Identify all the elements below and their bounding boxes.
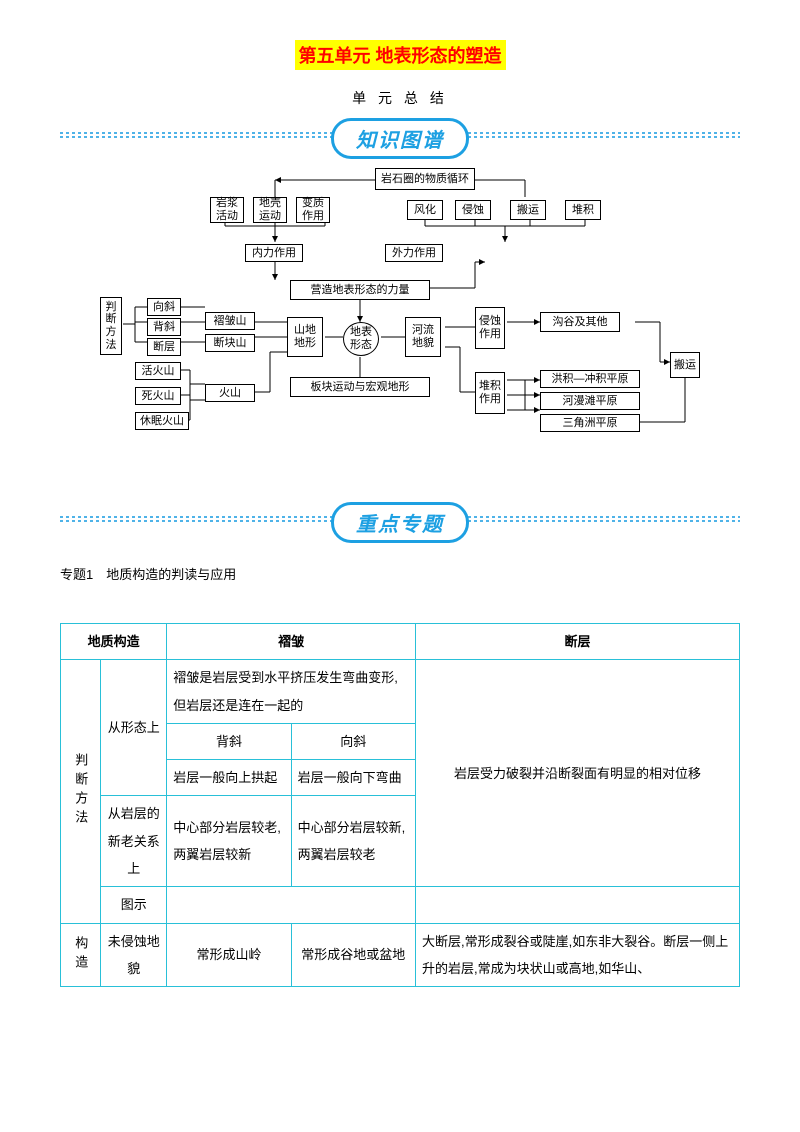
node-earth: 地表形态 xyxy=(343,322,379,356)
cell-morphology: 从形态上 xyxy=(101,660,167,796)
cell-anticline-landform: 常形成山岭 xyxy=(167,923,291,987)
cell-anticline: 背斜 xyxy=(167,723,291,759)
knowledge-flowchart: 岩石圈的物质循环 岩浆活动 地壳运动 变质作用 风化 侵蚀 搬运 堆积 内力作用… xyxy=(95,162,705,492)
node-crust: 地壳运动 xyxy=(253,197,287,223)
node-center: 营造地表形态的力量 xyxy=(290,280,430,300)
cell-diagram-fault xyxy=(415,887,739,923)
node-erode: 侵蚀 xyxy=(455,200,491,220)
node-syncline: 背斜 xyxy=(147,318,181,336)
node-plain3: 三角洲平原 xyxy=(540,414,640,432)
node-dormant-volcano: 休眠火山 xyxy=(135,412,189,430)
node-meta: 变质作用 xyxy=(296,197,330,223)
th-fault: 断层 xyxy=(415,624,739,660)
node-pile: 堆积 xyxy=(565,200,601,220)
node-volcano: 火山 xyxy=(205,384,255,402)
cell-anticline-age: 中心部分岩层较老,两翼岩层较新 xyxy=(167,796,291,887)
banner-knowledge-map: 知识图谱 xyxy=(60,116,740,152)
node-fold-mtn: 褶皱山 xyxy=(205,312,255,330)
node-active-volcano: 活火山 xyxy=(135,362,181,380)
rowgroup-method: 判断方法 xyxy=(61,660,101,923)
cell-syncline-shape: 岩层一般向下弯曲 xyxy=(291,760,415,796)
node-carry: 搬运 xyxy=(510,200,546,220)
unit-title: 第五单元 地表形态的塑造 xyxy=(295,40,506,70)
th-fold: 褶皱 xyxy=(167,624,416,660)
node-plain2: 河漫滩平原 xyxy=(540,392,640,410)
geology-structure-table: 地质构造 褶皱 断层 判断方法 从形态上 褶皱是岩层受到水平挤压发生弯曲变形,但… xyxy=(60,623,740,987)
node-erosion-action: 侵蚀作用 xyxy=(475,307,505,349)
node-top: 岩石圈的物质循环 xyxy=(375,168,475,190)
node-method: 判断方法 xyxy=(100,297,122,355)
node-anticline: 向斜 xyxy=(147,298,181,316)
node-transport: 搬运 xyxy=(670,352,700,378)
rowgroup-structure: 构造 xyxy=(61,923,101,987)
cell-fault-desc: 岩层受力破裂并沿断裂面有明显的相对位移 xyxy=(415,660,739,887)
node-river: 河流地貌 xyxy=(405,317,441,357)
node-weather: 风化 xyxy=(407,200,443,220)
banner-label: 知识图谱 xyxy=(331,118,469,159)
cell-uneroded: 未侵蚀地貌 xyxy=(101,923,167,987)
cell-syncline-age: 中心部分岩层较新,两翼岩层较老 xyxy=(291,796,415,887)
topic-1-heading: 专题1 地质构造的判读与应用 xyxy=(60,564,740,583)
cell-diagram-label: 图示 xyxy=(101,887,167,923)
cell-syncline-landform: 常形成谷地或盆地 xyxy=(291,923,415,987)
node-plate: 板块运动与宏观地形 xyxy=(290,377,430,397)
node-plain1: 洪积—冲积平原 xyxy=(540,370,640,388)
unit-subtitle: 单 元 总 结 xyxy=(60,88,740,108)
node-gully: 沟谷及其他 xyxy=(540,312,620,332)
cell-age-relation: 从岩层的新老关系上 xyxy=(101,796,167,887)
node-block-mtn: 断块山 xyxy=(205,334,255,352)
node-deposit-action: 堆积作用 xyxy=(475,372,505,414)
node-mountain: 山地地形 xyxy=(287,317,323,357)
node-external-force: 外力作用 xyxy=(385,244,443,262)
node-internal-force: 内力作用 xyxy=(245,244,303,262)
cell-syncline: 向斜 xyxy=(291,723,415,759)
cell-fault-landform: 大断层,常形成裂谷或陡崖,如东非大裂谷。断层一侧上升的岩层,常成为块状山或高地,… xyxy=(415,923,739,987)
node-dead-volcano: 死火山 xyxy=(135,387,181,405)
banner-key-topics: 重点专题 xyxy=(60,500,740,536)
banner-label: 重点专题 xyxy=(331,502,469,543)
cell-diagram-fold xyxy=(167,887,416,923)
node-fault: 断层 xyxy=(147,338,181,356)
cell-fold-desc: 褶皱是岩层受到水平挤压发生弯曲变形,但岩层还是连在一起的 xyxy=(167,660,416,724)
th-structure: 地质构造 xyxy=(61,624,167,660)
node-magma: 岩浆活动 xyxy=(210,197,244,223)
cell-anticline-shape: 岩层一般向上拱起 xyxy=(167,760,291,796)
